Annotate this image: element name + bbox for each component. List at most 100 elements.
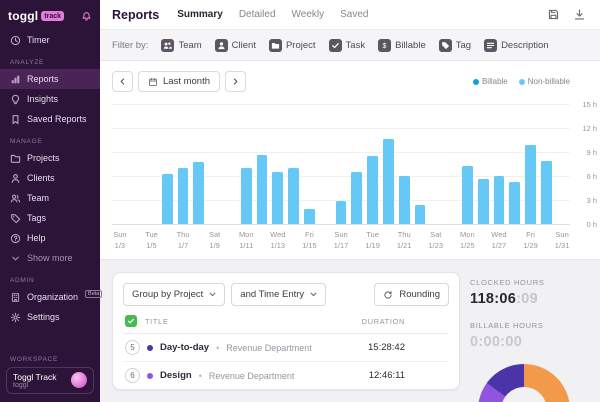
project-name[interactable]: Day-to-day [160, 342, 210, 353]
save-report-icon[interactable] [547, 8, 560, 21]
filter-chip-label: Project [285, 39, 316, 51]
separator-dot: • [198, 370, 202, 381]
tag-icon [10, 213, 21, 224]
legend-non-billable[interactable]: Non-billable [518, 77, 570, 86]
billable-hours-label: BILLABLE HOURS [470, 321, 544, 330]
workspace-org: toggl [13, 382, 29, 389]
chart-bar[interactable] [540, 160, 552, 224]
chart-bar[interactable] [509, 181, 521, 224]
x-axis-label: Thu 1/7 [176, 230, 190, 250]
filter-chip-client[interactable]: Client [214, 38, 256, 52]
bell-icon[interactable] [81, 11, 92, 22]
chart-bar[interactable] [161, 174, 173, 224]
chart-bar[interactable] [398, 176, 410, 224]
filter-chip-description[interactable]: Description [484, 38, 549, 52]
sidebar-item-organization[interactable]: Organization Beta [0, 287, 103, 307]
filter-chip-billable[interactable]: $ Billable [378, 38, 426, 52]
chart-bar[interactable] [335, 200, 347, 224]
sidebar-item-timer[interactable]: Timer [0, 30, 100, 50]
group-by-select[interactable]: Group by Project [123, 283, 226, 306]
chart-bar[interactable] [461, 166, 473, 224]
project-name[interactable]: Design [160, 370, 192, 381]
project-color-dot [147, 372, 153, 379]
column-duration[interactable]: DURATION [361, 316, 405, 326]
task-check-icon [328, 38, 342, 52]
client-icon [214, 38, 228, 52]
sub-group-select[interactable]: and Time Entry [231, 283, 327, 306]
workspace-switcher[interactable]: Toggl Track toggl [6, 366, 94, 394]
sidebar: toggl track Timer ANALYZE Reports Insigh… [0, 0, 103, 402]
entry-count-badge[interactable]: 5 [125, 340, 140, 355]
gear-icon [10, 312, 21, 323]
chart-gridline [112, 128, 570, 129]
chart-bar[interactable] [493, 176, 505, 224]
chart-bar[interactable] [351, 172, 363, 224]
filter-chip-project[interactable]: Project [268, 38, 316, 52]
filter-chip-team[interactable]: Team [161, 38, 202, 52]
client-name: Revenue Department [208, 370, 295, 381]
avatar [71, 372, 87, 389]
sidebar-item-label: Timer [27, 35, 50, 45]
tab-weekly[interactable]: Weekly [291, 9, 325, 20]
sidebar-item-insights[interactable]: Insights [0, 89, 100, 109]
x-axis-label: Fri 1/29 [523, 230, 538, 250]
calendar-icon [149, 77, 157, 86]
filter-chip-label: Tag [455, 39, 472, 51]
logo[interactable]: toggl track [0, 0, 100, 30]
chart-bar[interactable] [383, 139, 394, 224]
sidebar-item-clients[interactable]: Clients [0, 168, 100, 188]
sidebar-item-label: Clients [27, 173, 55, 183]
filter-chip-tag[interactable]: Tag [438, 38, 472, 52]
sidebar-item-team[interactable]: Team [0, 188, 100, 208]
sidebar-item-reports[interactable]: Reports [0, 69, 100, 89]
sidebar-item-projects[interactable]: Projects [0, 148, 100, 168]
chart-bar[interactable] [367, 156, 378, 224]
tab-saved[interactable]: Saved [340, 9, 369, 20]
filter-chip-label: Billable [395, 39, 426, 51]
chart-bar[interactable] [193, 162, 205, 224]
sidebar-item-saved-reports[interactable]: Saved Reports [0, 109, 100, 129]
table-row[interactable]: 5 Day-to-day • Revenue Department 15:28:… [123, 334, 449, 362]
logo-track-badge: track [41, 11, 65, 21]
entry-count-badge[interactable]: 6 [125, 368, 140, 383]
topbar: Reports Summary Detailed Weekly Saved [100, 0, 600, 30]
chart-bar[interactable] [256, 155, 268, 224]
chart-bar[interactable] [477, 179, 489, 224]
table-row[interactable]: 6 Design • Revenue Department 12:46:11 [123, 362, 449, 389]
group-by-label: Group by Project [132, 289, 204, 300]
chart-bar[interactable] [240, 168, 252, 224]
x-axis-label: Tue 1/19 [365, 230, 380, 250]
sidebar-item-label: Help [27, 233, 46, 243]
download-icon[interactable] [573, 8, 586, 21]
prev-period-button[interactable] [112, 71, 133, 92]
legend-billable[interactable]: Billable [472, 77, 508, 86]
chart-bar[interactable] [525, 144, 536, 224]
sidebar-item-help[interactable]: Help [0, 228, 100, 248]
y-axis-label: 15 h [582, 100, 597, 109]
rounding-label: Rounding [399, 289, 440, 300]
filter-chip-label: Task [345, 39, 366, 51]
rounding-button[interactable]: Rounding [374, 283, 449, 306]
chart-bar[interactable] [304, 208, 315, 224]
sidebar-item-tags[interactable]: Tags [0, 208, 100, 228]
topbar-actions [547, 8, 586, 21]
date-range-button[interactable]: Last month [138, 71, 220, 92]
sidebar-item-show-more[interactable]: Show more [0, 248, 100, 268]
billable-status-icon[interactable] [125, 315, 137, 327]
next-period-button[interactable] [225, 71, 246, 92]
chart-bar[interactable] [414, 204, 426, 224]
chart-bar[interactable] [177, 168, 189, 224]
chart-bar[interactable] [288, 168, 299, 224]
column-title[interactable]: TITLE [145, 316, 169, 326]
filter-chip-label: Team [178, 39, 202, 51]
logo-toggl-text: toggl [8, 9, 39, 23]
tab-detailed[interactable]: Detailed [238, 9, 276, 20]
donut-chart[interactable] [478, 364, 570, 402]
filter-chip-task[interactable]: Task [328, 38, 366, 52]
chart-controls: Last month Billable Non-billable [112, 71, 570, 92]
tab-summary[interactable]: Summary [177, 9, 223, 20]
chart-section: Last month Billable Non-billable 0 h 3 h 6… [100, 61, 600, 259]
chart-bar[interactable] [272, 172, 284, 224]
sidebar-item-settings[interactable]: Settings [0, 307, 100, 327]
